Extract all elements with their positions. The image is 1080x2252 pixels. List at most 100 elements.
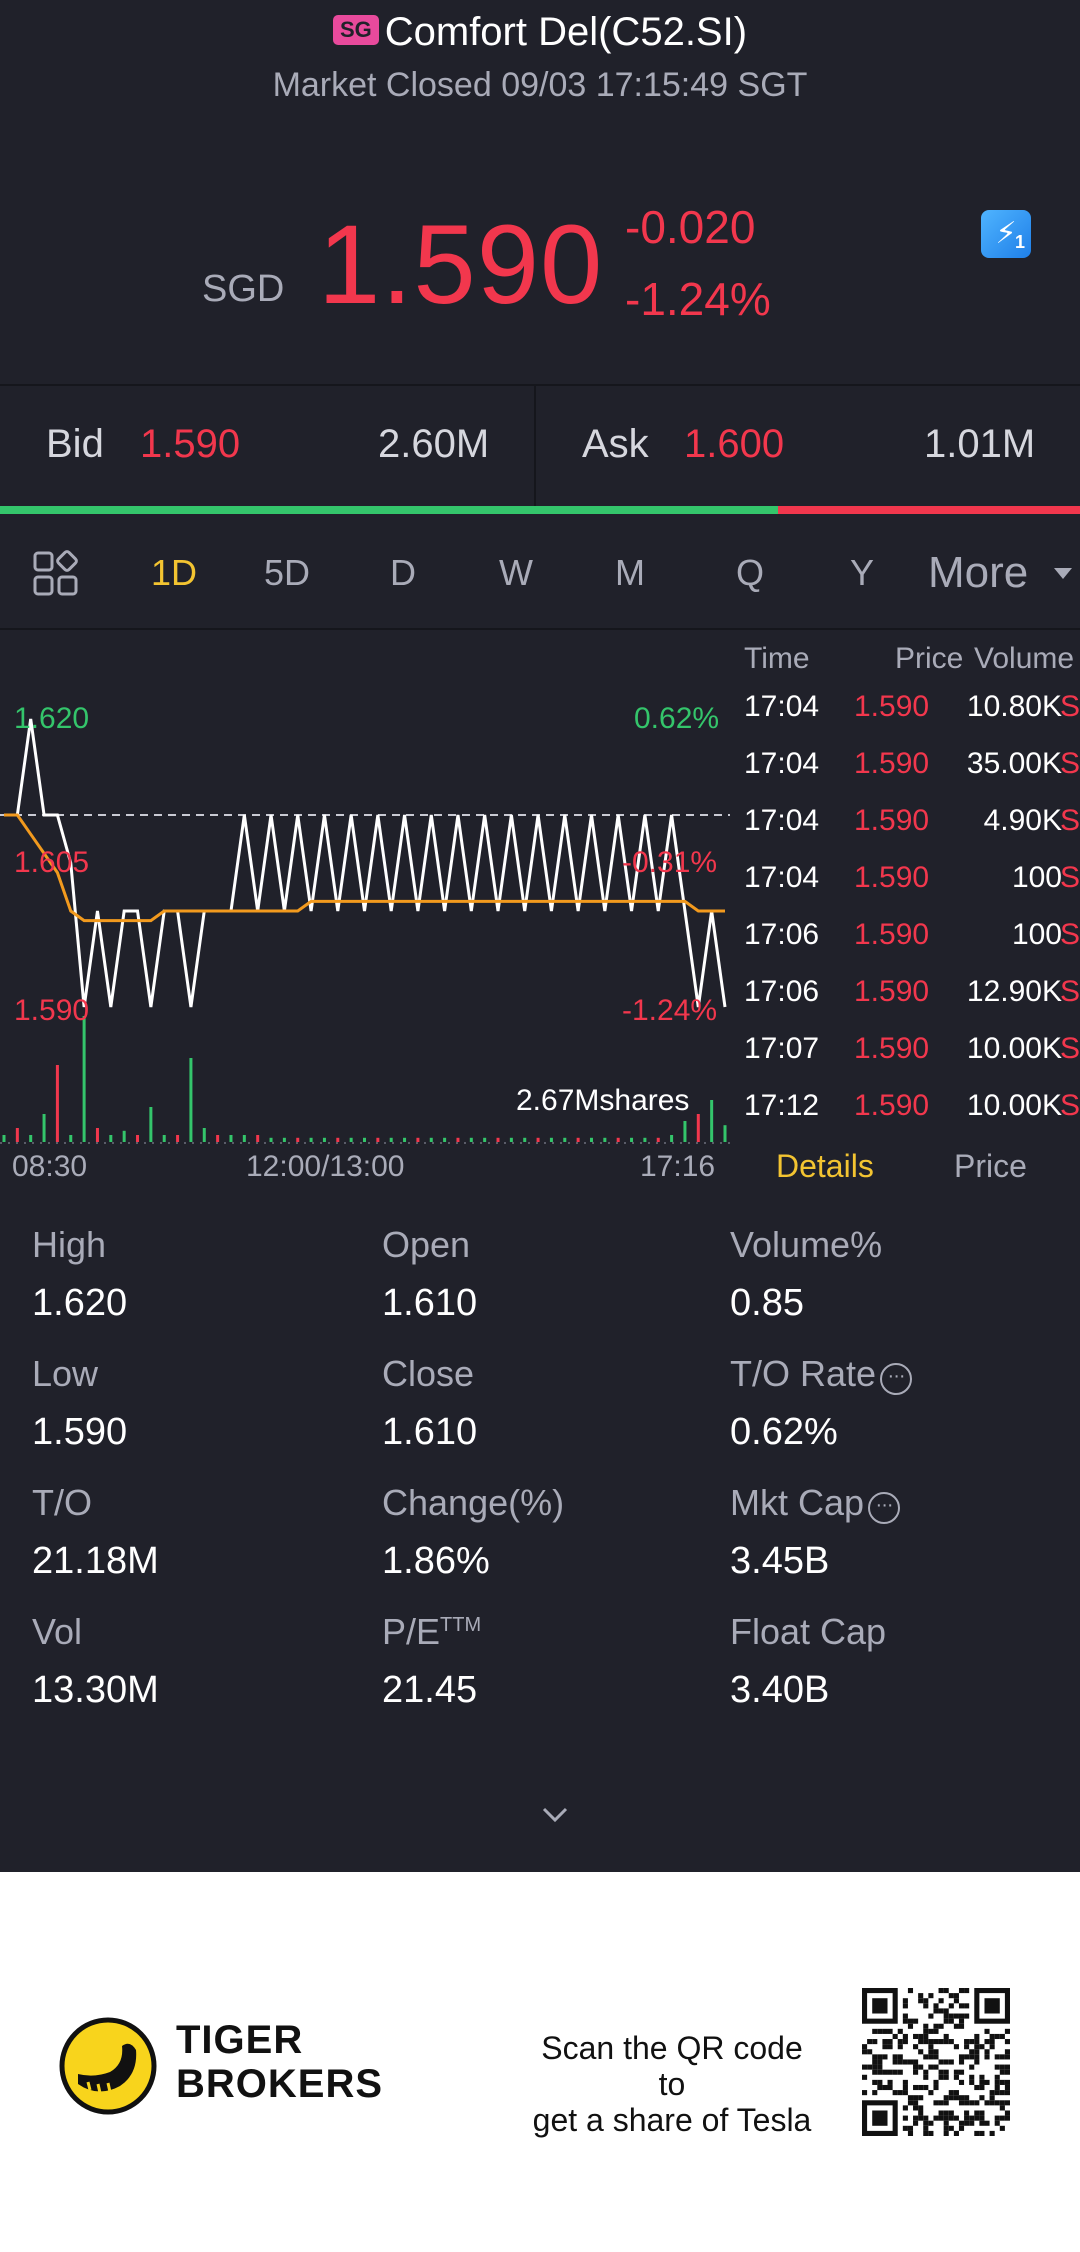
qr-module	[913, 2059, 919, 2065]
qr-module	[872, 2079, 878, 2085]
qr-module	[964, 2100, 970, 2106]
volume-bar	[536, 1137, 540, 1142]
ask-price: 1.600	[684, 422, 785, 466]
qr-module	[964, 2054, 970, 2060]
tick-price: 1.590	[854, 747, 930, 780]
qr-module	[943, 2018, 949, 2024]
qr-module	[994, 2100, 1000, 2106]
qr-module	[892, 2033, 898, 2040]
qr-module	[958, 2125, 965, 2131]
qr-module	[877, 2084, 883, 2091]
qr-module	[928, 2028, 934, 2034]
grid-icon[interactable]	[32, 550, 80, 598]
qr-module	[964, 2095, 970, 2101]
more-info-icon[interactable]: ···	[868, 1492, 901, 1524]
tab-price[interactable]: Price	[954, 1148, 1027, 1184]
qr-module	[979, 2079, 985, 2085]
volume-bar	[322, 1137, 326, 1142]
tick-row: 17:04 1.590 10.80K S	[740, 680, 1080, 736]
pct-label-low: -1.24%	[622, 994, 718, 1027]
qr-module	[999, 2100, 1005, 2106]
qr-module	[872, 2054, 878, 2060]
qr-module	[892, 2054, 898, 2060]
qr-module	[974, 2059, 980, 2065]
qr-module	[918, 2084, 924, 2091]
qr-module	[923, 2054, 929, 2060]
tick-row: 17:04 1.590 4.90K S	[740, 794, 1080, 850]
tab-details[interactable]: Details	[776, 1148, 874, 1184]
qr-module	[877, 2069, 883, 2075]
stat-label: Open	[382, 1224, 470, 1266]
qr-module	[999, 2033, 1005, 2040]
time-label-open: 08:30	[12, 1150, 88, 1183]
qr-module	[943, 2095, 949, 2101]
qr-module	[913, 2120, 919, 2126]
qr-module	[958, 2013, 965, 2019]
volume-bar	[616, 1137, 620, 1142]
qr-module	[862, 2074, 868, 2080]
qr-module	[877, 2054, 883, 2060]
ticks-header-price: Price	[895, 642, 964, 675]
qr-module	[969, 2115, 975, 2121]
qr-module	[913, 2105, 919, 2111]
qr-module	[938, 2039, 944, 2045]
tab-day[interactable]: D	[390, 552, 416, 593]
qr-module	[974, 2044, 980, 2050]
qr-module	[918, 2064, 924, 2070]
qr-module	[958, 2059, 965, 2065]
tab-5d[interactable]: 5D	[264, 552, 311, 593]
qr-module	[1004, 2079, 1010, 2085]
qr-module	[928, 2049, 934, 2055]
tab-week[interactable]: W	[499, 552, 533, 593]
pct-label-high: 0.62%	[634, 702, 720, 735]
price-label-high: 1.620	[14, 702, 90, 735]
qr-module	[923, 2023, 929, 2029]
qr-module	[958, 2079, 965, 2085]
chart-canvas	[0, 718, 730, 1144]
volume-bar	[549, 1137, 553, 1142]
tick-row: 17:06 1.590 12.90K S	[740, 965, 1080, 1021]
tab-1d[interactable]: 1D	[151, 552, 198, 593]
qr-module	[948, 2018, 954, 2024]
more-info-icon[interactable]: ···	[880, 1363, 913, 1395]
more-button[interactable]: More	[928, 548, 1029, 597]
divider	[0, 628, 1080, 630]
divider	[0, 384, 1080, 386]
brand-name: TIGER BROKERS	[176, 2018, 383, 2106]
chevron-down-icon[interactable]	[1054, 568, 1072, 579]
qr-code-icon[interactable]	[862, 1988, 1010, 2136]
volume-bar	[523, 1137, 527, 1142]
qr-module	[948, 1993, 954, 1999]
currency-label: SGD	[202, 268, 285, 310]
qr-module	[943, 2033, 949, 2040]
intraday-chart[interactable]: 1.620 1.605 1.590 0.62% -0.31% -1.24% 2.…	[0, 632, 730, 1183]
qr-module	[979, 2095, 985, 2101]
tab-quarter[interactable]: Q	[736, 552, 765, 593]
qr-module	[984, 2100, 990, 2106]
qr-module	[913, 2033, 919, 2040]
qr-module	[999, 2115, 1005, 2121]
tick-price: 1.590	[854, 918, 930, 951]
qr-module	[918, 2039, 924, 2045]
qr-module	[999, 2125, 1005, 2131]
qr-module	[933, 2023, 939, 2029]
bid-label: Bid	[46, 422, 104, 466]
qr-module	[969, 2039, 975, 2045]
volume-bar	[603, 1137, 607, 1142]
lightning-icon[interactable]: ⚡ 1	[981, 210, 1031, 258]
qr-module	[907, 2100, 914, 2106]
qr-module	[897, 2044, 903, 2050]
qr-module	[969, 2100, 975, 2106]
tab-year[interactable]: Y	[850, 552, 875, 593]
qr-module	[948, 2013, 954, 2019]
qr-module	[979, 2074, 985, 2080]
tick-side: S	[1059, 747, 1080, 780]
tab-month[interactable]: M	[615, 552, 645, 593]
qr-module	[913, 2064, 919, 2070]
qr-module	[974, 2054, 980, 2060]
volume-bar	[55, 1065, 59, 1142]
stat-value: 21.18M	[32, 1540, 159, 1582]
stat-label-text: T/O	[32, 1482, 92, 1523]
tick-price: 1.590	[854, 861, 930, 894]
chevron-down-icon[interactable]	[540, 1800, 570, 1830]
